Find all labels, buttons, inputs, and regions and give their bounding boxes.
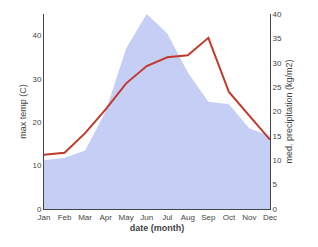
svg-text:max temp (C): max temp (C): [18, 84, 28, 139]
svg-text:40: 40: [273, 10, 282, 19]
svg-text:0: 0: [273, 205, 278, 214]
svg-text:Apr: Apr: [99, 213, 112, 222]
svg-text:Dec: Dec: [263, 213, 277, 222]
svg-text:med. precipitation (kg/m2): med. precipitation (kg/m2): [284, 59, 294, 163]
svg-text:Sep: Sep: [201, 213, 216, 222]
svg-text:Jul: Jul: [162, 213, 172, 222]
svg-text:35: 35: [273, 34, 282, 43]
svg-text:Mar: Mar: [78, 213, 92, 222]
svg-text:30: 30: [32, 75, 41, 84]
svg-text:Jan: Jan: [38, 213, 51, 222]
svg-text:Aug: Aug: [181, 213, 195, 222]
svg-text:May: May: [119, 213, 134, 222]
svg-text:15: 15: [273, 132, 282, 141]
svg-text:Jun: Jun: [140, 213, 153, 222]
svg-text:10: 10: [32, 161, 41, 170]
svg-text:5: 5: [273, 180, 278, 189]
svg-text:30: 30: [273, 59, 282, 68]
svg-text:20: 20: [32, 118, 41, 127]
svg-text:40: 40: [32, 31, 41, 40]
svg-text:date (month): date (month): [130, 223, 185, 233]
svg-text:25: 25: [273, 83, 282, 92]
svg-text:0: 0: [37, 205, 42, 214]
svg-text:10: 10: [273, 156, 282, 165]
svg-text:Feb: Feb: [58, 213, 72, 222]
svg-text:Oct: Oct: [223, 213, 236, 222]
svg-text:Nov: Nov: [242, 213, 256, 222]
svg-text:20: 20: [273, 107, 282, 116]
